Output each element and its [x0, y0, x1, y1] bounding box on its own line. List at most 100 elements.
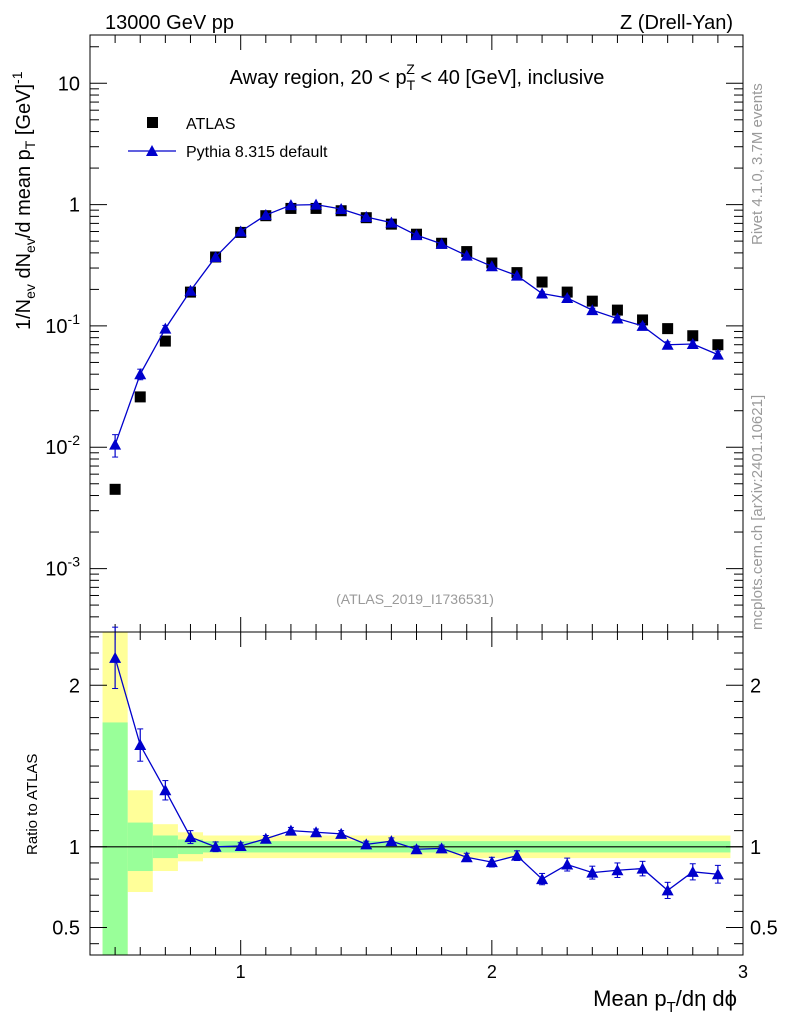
ratio-point-3: [184, 831, 197, 843]
y-axis-label-ratio: Ratio to ATLAS: [24, 754, 41, 855]
y-tick-label-main-1: 10-2: [45, 432, 80, 459]
ratio-point-22: [661, 884, 674, 896]
y-tick-label-main-2: 10-1: [45, 311, 80, 338]
y-tick-label-exp-0: -3: [68, 554, 81, 570]
ratio-point-15: [485, 856, 498, 868]
pythia-point-18: [561, 291, 574, 303]
header-right: Z (Drell-Yan): [620, 12, 733, 34]
header-left: 13000 GeV pp: [105, 12, 234, 34]
pythia-point-10: [360, 211, 373, 223]
ratio-point-4: [209, 840, 222, 852]
atlas-point-2: [159, 335, 171, 347]
pythia-point-14: [460, 249, 473, 261]
ratio-point-18: [561, 858, 574, 870]
ratio-point-17: [536, 873, 549, 885]
pythia-point-21: [636, 319, 649, 331]
title-sub-T: T: [407, 77, 416, 93]
pythia-point-13: [435, 237, 448, 249]
ratio-point-0: [109, 651, 122, 663]
ratio-point-6: [259, 832, 272, 844]
pythia-point-15: [485, 260, 498, 272]
ratio-point-5: [234, 839, 247, 851]
ratio-band-green-0: [102, 722, 128, 955]
ratio-point-12: [410, 843, 423, 855]
ratio-point-13: [435, 842, 448, 854]
y-tick-label-exp-1: -2: [68, 432, 81, 448]
legend-pythia-label: Pythia 8.315 default: [186, 144, 328, 161]
ratio-point-21: [636, 862, 649, 874]
ratio-point-2: [159, 784, 172, 796]
title-part-1: Away region, 20 < p: [230, 67, 407, 89]
pythia-point-4: [209, 250, 222, 262]
x-tick-label-1: 1: [236, 962, 246, 982]
atlas-point-20: [611, 304, 623, 316]
ylabel-sub-ev-1: ev: [22, 284, 38, 299]
y-tick-label-exp-2: -1: [68, 311, 81, 327]
ratio-point-7: [284, 824, 297, 836]
ratio-point-14: [460, 851, 473, 863]
pythia-point-20: [611, 312, 624, 324]
legend-atlas-marker: [147, 117, 158, 128]
ratio-point-19: [586, 866, 599, 878]
y-tick-label-ratio-left-0.5: 0.5: [52, 918, 80, 940]
ratio-point-1: [134, 739, 147, 751]
pythia-point-1: [134, 368, 147, 380]
legend-atlas-label: ATLAS: [186, 116, 236, 133]
pythia-point-12: [410, 229, 423, 241]
title-part-2: < 40 [GeV], inclusive: [415, 67, 605, 89]
ylabel-part-1: 1/N: [13, 299, 35, 330]
mcplots-label: mcplots.cern.ch [arXiv:2401.10621]: [749, 395, 766, 630]
y-tick-label-main-0: 10-3: [45, 554, 80, 581]
pythia-point-17: [536, 287, 549, 299]
ylabel-part-4: [GeV]: [13, 84, 35, 141]
ratio-panel: 1 2 3 0.5 0.5 1 1 2 2 Ratio to ATLAS: [24, 626, 778, 982]
ratio-point-16: [510, 849, 523, 861]
pythia-point-11: [385, 216, 398, 228]
x-axis-label: Mean pT/dη dϕ: [593, 986, 737, 1016]
xlabel-sub-T: T: [667, 999, 676, 1016]
y-tick-label-ratio-left-2: 2: [69, 675, 80, 697]
atlas-point-1: [134, 391, 146, 403]
pythia-point-0: [109, 438, 122, 450]
pythia-point-24: [711, 348, 724, 360]
ratio-point-11: [385, 835, 398, 847]
ratio-frame: [89, 631, 744, 956]
x-tick-label-2: 2: [487, 962, 497, 982]
pythia-point-5: [234, 225, 247, 237]
y-tick-label-base-1: 10: [45, 437, 67, 459]
legend-pythia-marker: [146, 145, 158, 156]
xlabel-part-1: Mean p: [593, 986, 666, 1011]
y-axis-label-main: 1/Nev dNev/d mean pT [GeV]-1: [9, 71, 38, 330]
atlas-point-19: [586, 295, 598, 307]
pythia-point-2: [159, 322, 172, 334]
pythia-point-9: [335, 202, 348, 214]
ylabel-sub-ev-2: ev: [22, 238, 38, 253]
legend: ATLAS Pythia 8.315 default: [128, 116, 328, 161]
y-tick-label-main-4: 10: [58, 73, 80, 95]
y-tick-label-base-2: 10: [45, 316, 67, 338]
ratio-point-9: [335, 827, 348, 839]
ylabel-sub-T: T: [22, 140, 38, 149]
pythia-point-16: [510, 269, 523, 281]
pythia-point-22: [661, 338, 674, 350]
y-tick-label-main-3: 1: [69, 195, 80, 217]
x-tick-label-3: 3: [738, 962, 748, 982]
atlas-point-24: [712, 339, 724, 351]
atlas-point-22: [662, 323, 674, 335]
atlas-point-0: [109, 483, 121, 495]
xlabel-part-2: /dη dϕ: [676, 986, 737, 1011]
y-tick-label-ratio-left-1: 1: [69, 837, 80, 859]
pythia-point-19: [586, 304, 599, 316]
y-tick-label-base-0: 10: [45, 559, 67, 581]
ratio-point-24: [711, 868, 724, 880]
atlas-point-23: [687, 330, 699, 342]
analysis-id: (ATLAS_2019_I1736531): [336, 591, 494, 607]
pythia-line: [114, 203, 719, 445]
ratio-point-8: [310, 826, 323, 838]
pythia-point-23: [686, 337, 699, 349]
ylabel-sup-1: -1: [9, 71, 25, 84]
atlas-point-17: [536, 276, 548, 288]
pythia-point-6: [259, 209, 272, 221]
